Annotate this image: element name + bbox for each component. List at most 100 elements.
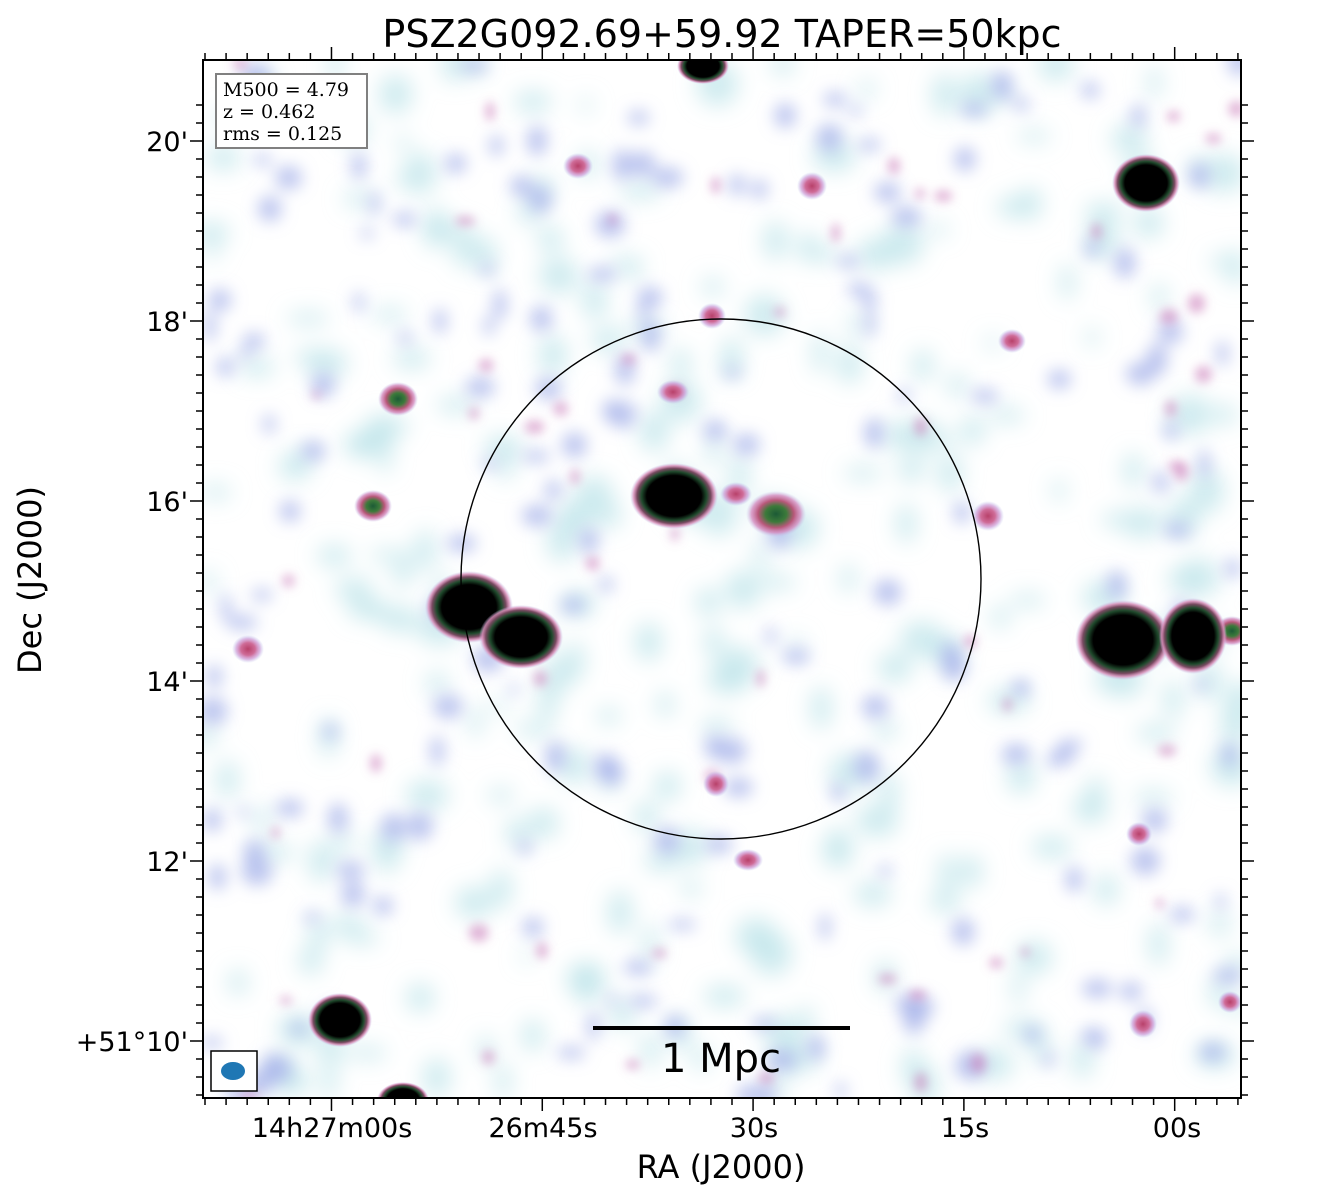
emission-patch — [974, 1048, 1014, 1080]
y-tick-label: +51°10' — [76, 1027, 188, 1058]
compact-source — [703, 771, 729, 797]
emission-patch — [609, 256, 644, 272]
emission-patch — [810, 686, 832, 730]
emission-patch — [1168, 460, 1186, 471]
emission-patch — [517, 840, 532, 855]
emission-patch — [970, 1053, 986, 1074]
emission-patch — [251, 588, 273, 602]
emission-patch — [1215, 893, 1226, 910]
emission-patch — [483, 315, 495, 337]
emission-patch — [961, 415, 985, 446]
emission-patch — [579, 97, 593, 113]
emission-patch — [298, 947, 323, 975]
x-tick-label: 14h27m00s — [252, 1113, 413, 1144]
emission-patch — [835, 1081, 846, 1098]
emission-patch — [528, 808, 559, 839]
emission-patch — [460, 60, 489, 72]
emission-patch — [1165, 400, 1177, 417]
emission-patch — [744, 294, 785, 336]
emission-patch — [203, 1036, 224, 1049]
emission-patch — [452, 224, 478, 268]
emission-patch — [843, 466, 883, 480]
emission-patch — [279, 996, 293, 1005]
bright-source — [677, 60, 729, 84]
emission-patch — [396, 133, 410, 152]
emission-patch — [695, 587, 721, 616]
emission-patch — [627, 110, 650, 126]
emission-patch — [954, 146, 976, 172]
emission-patch — [226, 615, 258, 630]
emission-patch — [1059, 263, 1075, 300]
compact-source — [563, 153, 593, 179]
emission-patch — [415, 529, 437, 572]
emission-patch — [469, 704, 483, 739]
emission-patch — [723, 367, 742, 378]
emission-patch — [880, 771, 899, 813]
emission-patch — [653, 771, 681, 801]
emission-patch — [750, 180, 769, 199]
emission-patch — [619, 181, 662, 200]
emission-patch — [733, 433, 760, 456]
emission-patch — [588, 267, 617, 282]
emission-patch — [706, 435, 722, 466]
emission-patch — [1081, 81, 1100, 99]
emission-patch — [1155, 898, 1164, 909]
emission-patch — [396, 332, 414, 343]
bright-source — [1075, 600, 1171, 680]
emission-patch — [348, 1046, 388, 1060]
emission-patch — [1010, 593, 1046, 607]
emission-patch — [964, 634, 977, 649]
emission-patch — [441, 60, 466, 82]
emission-patch — [1157, 319, 1184, 345]
emission-patch — [336, 861, 365, 880]
emission-patch — [321, 1060, 337, 1098]
emission-patch — [855, 804, 899, 837]
emission-patch — [1166, 110, 1181, 122]
emission-patch — [858, 80, 876, 98]
emission-patch — [837, 255, 860, 268]
emission-patch — [242, 332, 266, 350]
emission-patch — [656, 691, 674, 718]
emission-patch — [351, 152, 367, 180]
x-tick-label: 00s — [1153, 1113, 1201, 1144]
emission-patch — [327, 803, 348, 834]
emission-patch — [896, 503, 916, 544]
emission-patch — [703, 419, 727, 442]
emission-patch — [522, 450, 551, 463]
emission-patch — [557, 1046, 586, 1059]
emission-patch — [521, 948, 533, 964]
emission-patch — [370, 754, 382, 773]
emission-patch — [788, 636, 805, 650]
emission-patch — [1017, 130, 1051, 143]
emission-patch — [837, 344, 862, 384]
emission-patch — [1224, 249, 1241, 285]
emission-patch — [1223, 681, 1241, 720]
emission-patch — [378, 74, 413, 114]
emission-patch — [203, 224, 232, 240]
emission-patch — [607, 890, 633, 934]
emission-patch — [971, 388, 999, 404]
emission-patch — [1198, 449, 1211, 479]
emission-patch — [634, 622, 663, 661]
emission-patch — [1001, 743, 1031, 765]
emission-patch — [1205, 133, 1222, 144]
emission-patch — [704, 835, 734, 854]
emission-patch — [425, 672, 449, 694]
y-tick-label: 14' — [146, 667, 188, 698]
emission-patch — [903, 995, 935, 1019]
emission-patch — [840, 564, 857, 593]
emission-patch — [392, 212, 416, 227]
emission-patch — [602, 399, 620, 423]
emission-patch — [539, 257, 579, 294]
emission-patch — [510, 175, 533, 197]
emission-patch — [609, 999, 635, 1030]
emission-patch — [1221, 742, 1238, 768]
emission-patch — [1216, 340, 1229, 367]
emission-patch — [756, 669, 765, 688]
beam-ellipse — [221, 1062, 245, 1080]
emission-patch — [333, 831, 352, 854]
emission-patch — [1123, 452, 1143, 488]
emission-patch — [1047, 369, 1072, 389]
emission-patch — [275, 165, 302, 190]
emission-patch — [710, 176, 721, 194]
